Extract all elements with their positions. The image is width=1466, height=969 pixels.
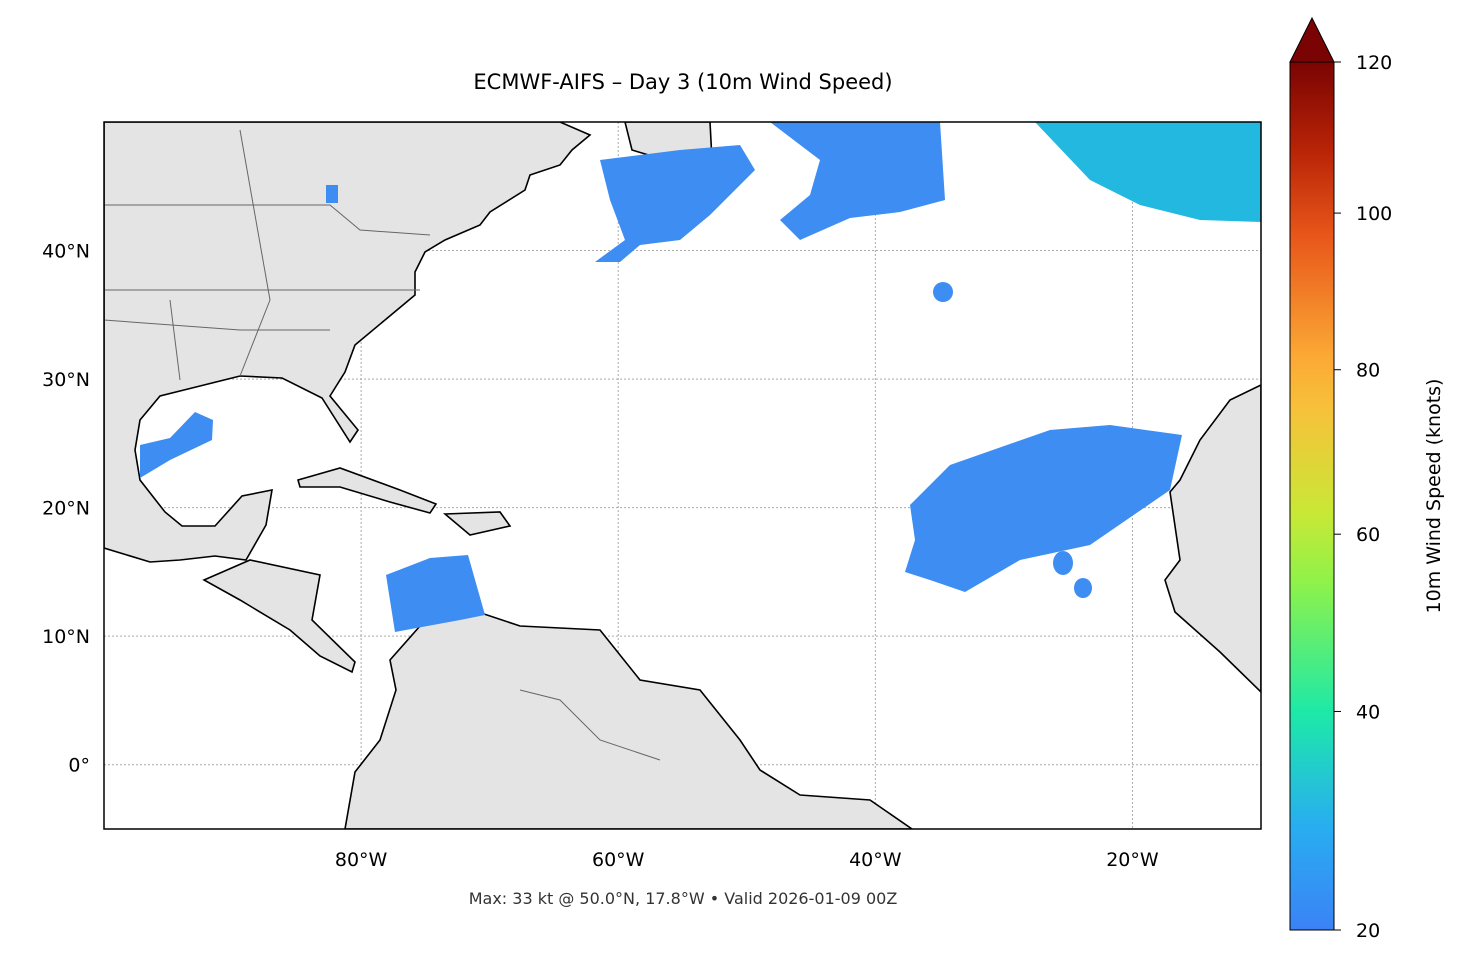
x-tick-label: 20°W [1106,849,1159,871]
wind-area [326,185,338,203]
map-frame [103,121,1262,830]
wind-area [933,282,953,302]
y-tick-label: 30°N [42,369,90,391]
colorbar-label: 10m Wind Speed (knots) [1423,379,1445,614]
wind-area [1053,551,1073,575]
colorbar-tick-label: 120 [1356,52,1392,74]
colorbar-frame [1289,61,1335,931]
footer-note: Max: 33 kt @ 50.0°N, 17.8°W • Valid 2026… [469,889,898,908]
wind-area [386,555,485,632]
wind-area [770,122,945,240]
wind-area [1035,122,1261,222]
colorbar-tick-label: 20 [1356,920,1380,942]
wind-area [140,412,213,478]
wind-area [1074,578,1092,598]
cuba [297,467,438,514]
map-body [104,122,1261,829]
colorbar-tick-label: 40 [1356,701,1380,723]
wind-area [905,425,1182,592]
colorbar-extend [1289,16,1335,63]
hispaniola [442,511,512,536]
colorbar: 10m Wind Speed (knots) 20 40 60 80 100 120 [1289,16,1445,942]
central-america [202,559,356,674]
africa [1164,384,1261,694]
y-tick-label: 20°N [42,498,90,520]
wind-areas [140,122,1261,632]
map-title: ECMWF-AIFS – Day 3 (10m Wind Speed) [473,70,892,94]
y-tick-label: 40°N [42,241,90,263]
south-america [344,605,914,829]
colorbar-tick-label: 60 [1356,524,1380,546]
x-tick-label: 60°W [592,849,645,871]
borders [104,129,661,761]
colorbar-tick-label: 100 [1356,203,1392,225]
north-america [104,122,592,563]
colorbar-gradient [1290,62,1334,930]
colorbar-tick-label: 80 [1356,360,1380,382]
x-tick-label: 80°W [335,849,388,871]
y-tick-label: 0° [68,755,90,777]
x-tick-label: 40°W [849,849,902,871]
wind-area [595,145,755,262]
y-tick-label: 10°N [42,626,90,648]
